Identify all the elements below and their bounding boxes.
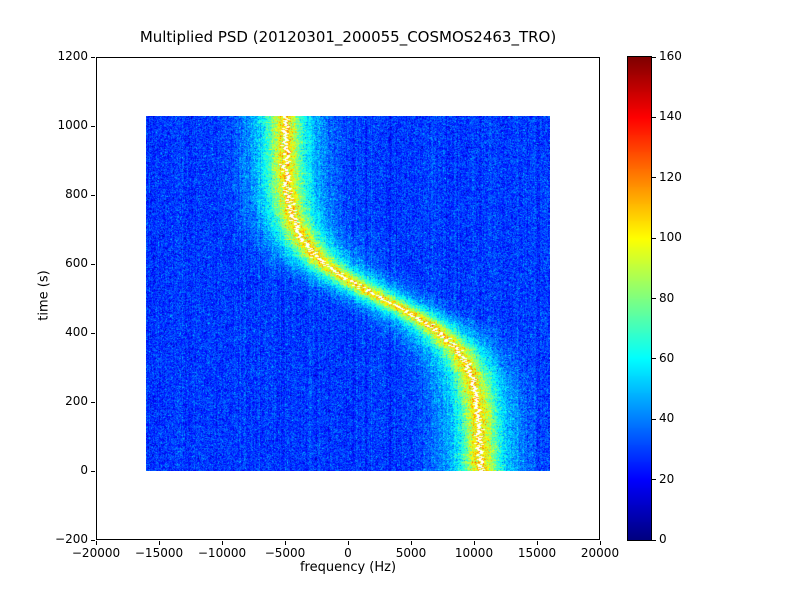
y-tick-mark	[91, 125, 95, 127]
colorbar-tick-mark	[652, 177, 656, 179]
colorbar-tick-label: 80	[659, 290, 675, 305]
heatmap-canvas	[146, 116, 550, 471]
y-tick-mark	[91, 401, 95, 403]
x-tick-mark	[473, 541, 475, 545]
x-tick-mark	[221, 541, 223, 545]
plot-title: Multiplied PSD (20120301_200055_COSMOS24…	[139, 28, 557, 46]
x-tick-mark	[599, 541, 601, 545]
x-tick-label: 10000	[454, 546, 494, 560]
colorbar	[627, 56, 652, 541]
x-axis-label: frequency (Hz)	[299, 560, 397, 575]
colorbar-tick-mark	[652, 479, 656, 481]
y-tick-label: 800	[65, 187, 88, 201]
x-tick-label: −20000	[71, 546, 121, 560]
x-tick-label: 20000	[580, 546, 620, 560]
y-tick-label: 0	[80, 463, 88, 477]
x-tick-mark	[284, 541, 286, 545]
x-tick-mark	[410, 541, 412, 545]
x-tick-label: −15000	[134, 546, 184, 560]
colorbar-tick-mark	[652, 418, 656, 420]
colorbar-tick-label: 100	[659, 230, 682, 245]
x-tick-label: −10000	[197, 546, 247, 560]
colorbar-tick-label: 40	[659, 411, 675, 426]
colorbar-tick-label: 20	[659, 471, 675, 486]
x-tick-label: 5000	[395, 546, 427, 560]
y-tick-label: 600	[65, 256, 88, 270]
x-tick-mark	[536, 541, 538, 545]
y-tick-label: −200	[55, 532, 88, 546]
colorbar-tick-mark	[652, 539, 656, 541]
colorbar-tick-label: 140	[659, 109, 682, 124]
x-tick-mark	[158, 541, 160, 545]
colorbar-tick-mark	[652, 298, 656, 299]
x-tick-label: 15000	[517, 546, 557, 560]
x-tick-mark	[347, 541, 349, 545]
colorbar-tick-label: 60	[659, 350, 675, 365]
x-tick-mark	[95, 541, 97, 545]
colorbar-tick-mark	[652, 56, 656, 58]
colorbar-tick-label: 0	[659, 532, 667, 546]
colorbar-tick-label: 160	[659, 49, 682, 63]
colorbar-tick-label: 120	[659, 169, 682, 184]
y-tick-label: 1000	[57, 118, 88, 132]
colorbar-tick-mark	[652, 116, 656, 118]
y-tick-label: 400	[65, 325, 88, 339]
colorbar-tick-mark	[652, 358, 656, 360]
y-tick-mark	[91, 332, 95, 334]
y-tick-mark	[91, 56, 95, 58]
x-tick-label: −5000	[264, 546, 306, 560]
y-tick-label: 1200	[57, 49, 88, 63]
y-tick-label: 200	[65, 394, 88, 408]
x-tick-label: 0	[344, 546, 352, 560]
colorbar-canvas	[628, 57, 651, 540]
axes-border	[96, 57, 600, 540]
y-axis-label: time (s)	[36, 270, 52, 321]
y-tick-mark	[91, 539, 95, 541]
y-tick-mark	[91, 470, 95, 472]
y-tick-mark	[91, 194, 95, 196]
colorbar-tick-mark	[652, 237, 656, 239]
y-tick-mark	[91, 263, 95, 265]
